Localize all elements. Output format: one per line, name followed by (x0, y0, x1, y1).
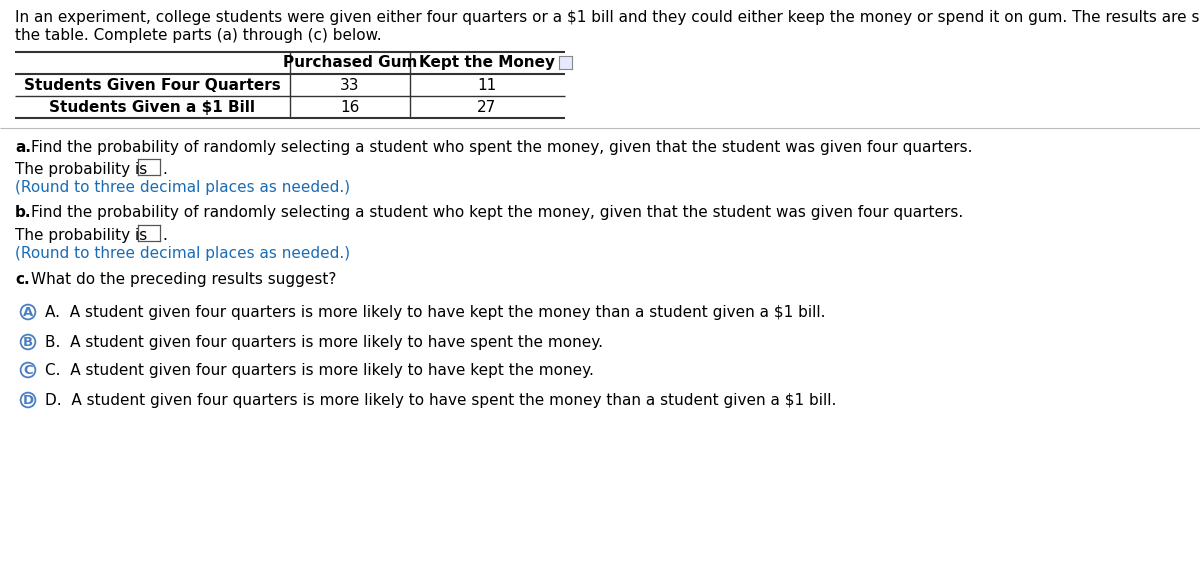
Text: What do the preceding results suggest?: What do the preceding results suggest? (31, 272, 336, 287)
Text: c.: c. (14, 272, 30, 287)
Text: Kept the Money: Kept the Money (419, 55, 554, 70)
Text: C.  A student given four quarters is more likely to have kept the money.: C. A student given four quarters is more… (46, 363, 594, 378)
Text: A: A (23, 306, 34, 319)
Text: Purchased Gum: Purchased Gum (283, 55, 418, 70)
Text: The probability is: The probability is (14, 228, 148, 243)
Text: D.  A student given four quarters is more likely to have spent the money than a : D. A student given four quarters is more… (46, 393, 836, 408)
Text: b.: b. (14, 205, 31, 220)
Text: D: D (23, 394, 34, 406)
Text: Find the probability of randomly selecting a student who spent the money, given : Find the probability of randomly selecti… (31, 140, 972, 155)
Text: B.  A student given four quarters is more likely to have spent the money.: B. A student given four quarters is more… (46, 335, 604, 350)
Text: The probability is: The probability is (14, 162, 148, 177)
Text: B: B (23, 336, 34, 348)
Text: .: . (162, 228, 167, 243)
Text: .: . (162, 162, 167, 177)
Text: Find the probability of randomly selecting a student who kept the money, given t: Find the probability of randomly selecti… (31, 205, 964, 220)
Text: 27: 27 (478, 100, 497, 115)
Text: Students Given Four Quarters: Students Given Four Quarters (24, 78, 281, 93)
Text: In an experiment, college students were given either four quarters or a $1 bill : In an experiment, college students were … (14, 10, 1200, 25)
Text: (Round to three decimal places as needed.): (Round to three decimal places as needed… (14, 246, 350, 261)
Text: Students Given a $1 Bill: Students Given a $1 Bill (49, 100, 256, 115)
Text: a.: a. (14, 140, 31, 155)
Text: 33: 33 (341, 78, 360, 93)
Text: A.  A student given four quarters is more likely to have kept the money than a s: A. A student given four quarters is more… (46, 305, 826, 320)
Text: the table. Complete parts (a) through (c) below.: the table. Complete parts (a) through (c… (14, 28, 382, 43)
Text: 16: 16 (341, 100, 360, 115)
Text: C: C (23, 364, 32, 377)
Text: (Round to three decimal places as needed.): (Round to three decimal places as needed… (14, 180, 350, 195)
Text: 11: 11 (478, 78, 497, 93)
